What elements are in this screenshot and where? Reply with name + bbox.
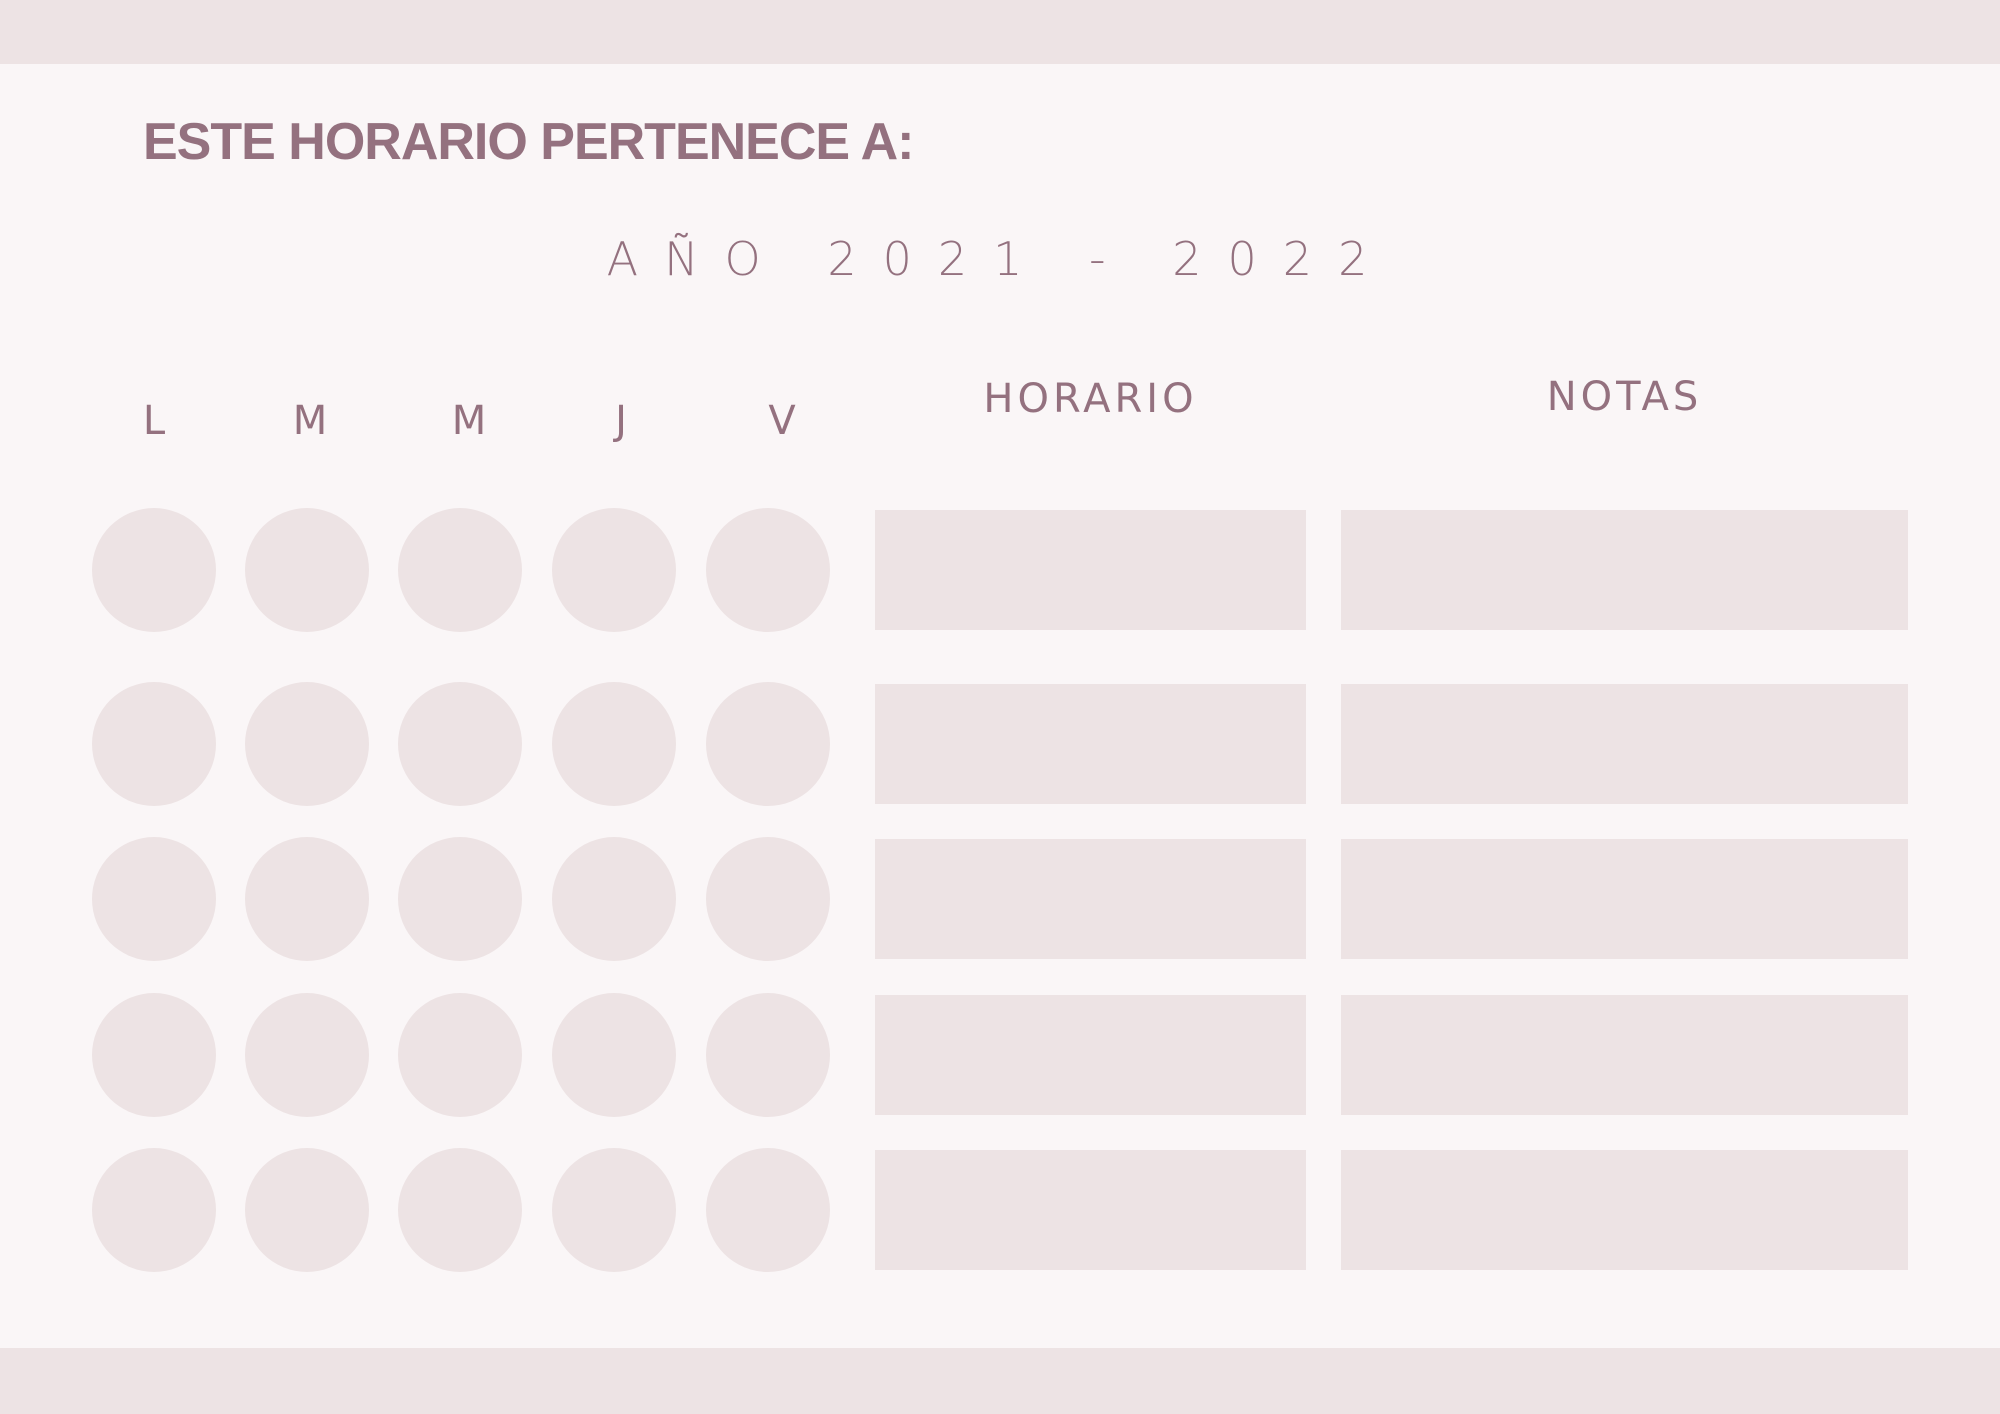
day-label-monday: L	[142, 398, 166, 444]
bottom-band	[0, 1348, 2000, 1414]
day-checkbox-circle[interactable]	[92, 837, 216, 961]
day-label-wednesday: M	[451, 398, 487, 444]
day-checkbox-circle[interactable]	[92, 508, 216, 632]
day-checkbox-circle[interactable]	[398, 682, 522, 806]
day-checkbox-circle[interactable]	[552, 993, 676, 1117]
day-checkbox-circle[interactable]	[398, 837, 522, 961]
day-checkbox-circle[interactable]	[245, 1148, 369, 1272]
schedule-field[interactable]	[875, 510, 1306, 630]
schedule-field[interactable]	[875, 839, 1306, 959]
day-checkbox-circle[interactable]	[245, 508, 369, 632]
day-checkbox-circle[interactable]	[92, 682, 216, 806]
day-checkbox-circle[interactable]	[398, 508, 522, 632]
day-checkbox-circle[interactable]	[552, 837, 676, 961]
top-band	[0, 0, 2000, 64]
notes-field[interactable]	[1341, 995, 1908, 1115]
day-checkbox-circle[interactable]	[92, 993, 216, 1117]
day-label-tuesday: M	[292, 398, 328, 444]
day-checkbox-circle[interactable]	[706, 508, 830, 632]
schedule-field[interactable]	[875, 684, 1306, 804]
notes-field[interactable]	[1341, 1150, 1908, 1270]
day-checkbox-circle[interactable]	[245, 682, 369, 806]
notes-field[interactable]	[1341, 684, 1908, 804]
day-checkbox-circle[interactable]	[552, 682, 676, 806]
day-checkbox-circle[interactable]	[245, 993, 369, 1117]
notes-field[interactable]	[1341, 510, 1908, 630]
day-label-thursday: J	[615, 398, 627, 444]
notes-column-header: NOTAS	[1546, 374, 1703, 420]
day-checkbox-circle[interactable]	[552, 508, 676, 632]
day-checkbox-circle[interactable]	[552, 1148, 676, 1272]
day-checkbox-circle[interactable]	[706, 1148, 830, 1272]
day-checkbox-circle[interactable]	[706, 682, 830, 806]
owner-title: ESTE HORARIO PERTENECE A:	[143, 113, 914, 171]
notes-field[interactable]	[1341, 839, 1908, 959]
day-checkbox-circle[interactable]	[398, 1148, 522, 1272]
day-checkbox-circle[interactable]	[398, 993, 522, 1117]
schedule-column-header: HORARIO	[983, 376, 1198, 422]
day-checkbox-circle[interactable]	[92, 1148, 216, 1272]
schedule-field[interactable]	[875, 1150, 1306, 1270]
day-checkbox-circle[interactable]	[706, 993, 830, 1117]
day-checkbox-circle[interactable]	[245, 837, 369, 961]
day-label-friday: V	[768, 398, 796, 444]
day-checkbox-circle[interactable]	[706, 837, 830, 961]
school-year: AÑO 2021 - 2022	[606, 232, 1394, 286]
schedule-field[interactable]	[875, 995, 1306, 1115]
